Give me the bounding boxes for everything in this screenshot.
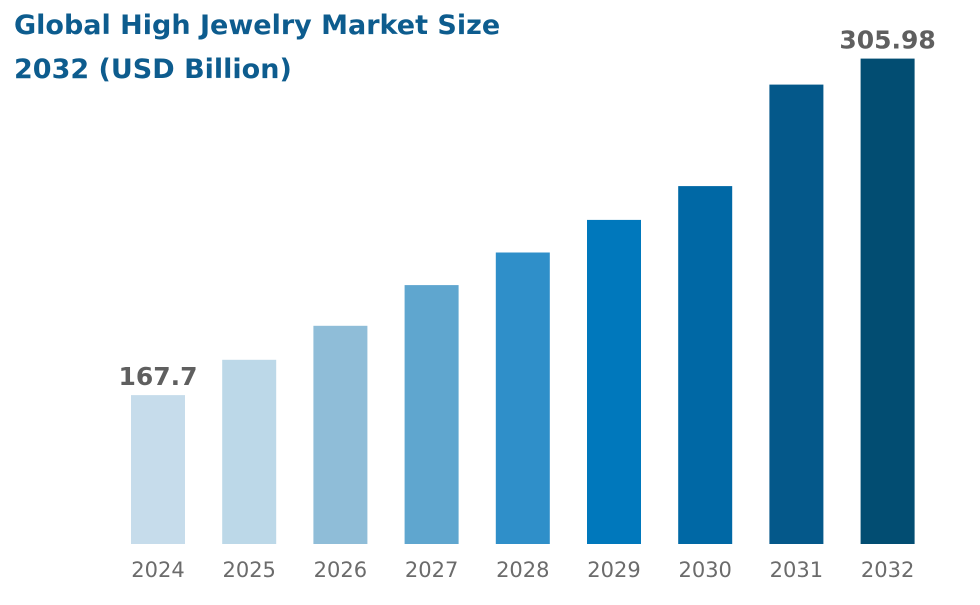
x-tick-label-2024: 2024 — [131, 558, 184, 582]
x-tick-label-2025: 2025 — [222, 558, 275, 582]
bar-2029 — [587, 219, 641, 544]
x-tick-label-2028: 2028 — [496, 558, 549, 582]
x-tick-label-2031: 2031 — [770, 558, 823, 582]
bar-2030 — [678, 186, 733, 544]
data-label-2024: 167.7 — [118, 362, 197, 391]
x-axis-ticks: 2024 2025 2026 2027 2028 2029 2030 2031 2032 — [131, 558, 914, 582]
bar-2025 — [222, 359, 277, 544]
data-labels: 167.7 305.98 — [118, 26, 935, 392]
x-tick-label-2029: 2029 — [587, 558, 640, 582]
bar-2028 — [495, 252, 550, 544]
bar-2032 — [860, 58, 915, 544]
bar-2026 — [313, 325, 368, 544]
bars-layer — [131, 58, 915, 544]
x-tick-label-2032: 2032 — [861, 558, 914, 582]
x-tick-label-2027: 2027 — [405, 558, 458, 582]
bar-2031 — [769, 84, 824, 544]
data-label-2032: 305.98 — [839, 26, 935, 55]
bar-2024 — [131, 395, 185, 544]
bar-2027 — [404, 285, 459, 544]
x-tick-label-2030: 2030 — [678, 558, 731, 582]
chart-title: Global High Jewelry Market Size 2032 (US… — [14, 10, 501, 85]
x-tick-label-2026: 2026 — [314, 558, 367, 582]
